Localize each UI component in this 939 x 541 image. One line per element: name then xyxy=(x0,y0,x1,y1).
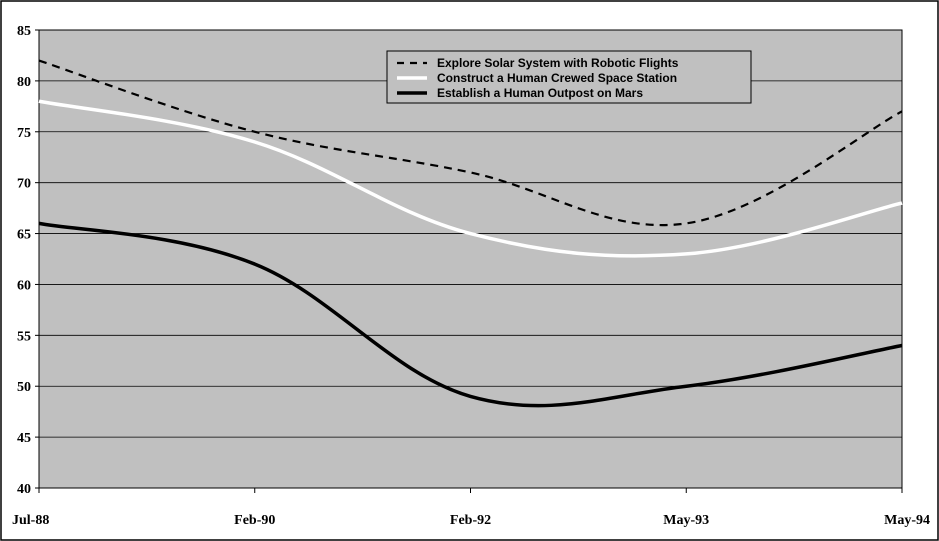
legend-box xyxy=(386,50,752,104)
x-tick-label: May-93 xyxy=(663,513,709,528)
x-tick-label: Feb-92 xyxy=(450,513,491,528)
legend-label: Explore Solar System with Robotic Flight… xyxy=(437,56,679,70)
legend-label: Construct a Human Crewed Space Station xyxy=(437,71,677,85)
y-tick-label: 40 xyxy=(17,482,31,497)
x-axis-ticks: Jul-88 Feb-90 Feb-92 May-93 May-94 xyxy=(12,488,930,528)
y-tick-label: 50 xyxy=(17,380,31,395)
legend-label: Establish a Human Outpost on Mars xyxy=(437,86,643,100)
y-tick-label: 80 xyxy=(17,75,31,90)
series-lines xyxy=(38,59,903,408)
y-tick-label: 60 xyxy=(17,278,31,293)
x-tick-label: Jul-88 xyxy=(12,513,49,528)
y-tick-label: 75 xyxy=(17,126,31,141)
y-axis-ticks: 40 45 50 55 60 65 70 75 80 85 xyxy=(17,24,39,497)
series-line-3 xyxy=(38,221,903,408)
y-tick-label: 85 xyxy=(17,24,31,39)
x-tick-label: May-94 xyxy=(884,513,930,528)
x-tick-label: Feb-90 xyxy=(234,513,275,528)
y-tick-label: 70 xyxy=(17,177,31,192)
y-tick-label: 45 xyxy=(17,431,31,446)
series-line-1 xyxy=(38,59,903,227)
series-line-2 xyxy=(38,99,903,258)
plot-area xyxy=(38,29,903,489)
legend: Explore Solar System with Robotic Flight… xyxy=(386,50,752,104)
gridlines xyxy=(39,29,902,438)
y-tick-label: 65 xyxy=(17,228,31,243)
y-tick-label: 55 xyxy=(17,329,31,344)
